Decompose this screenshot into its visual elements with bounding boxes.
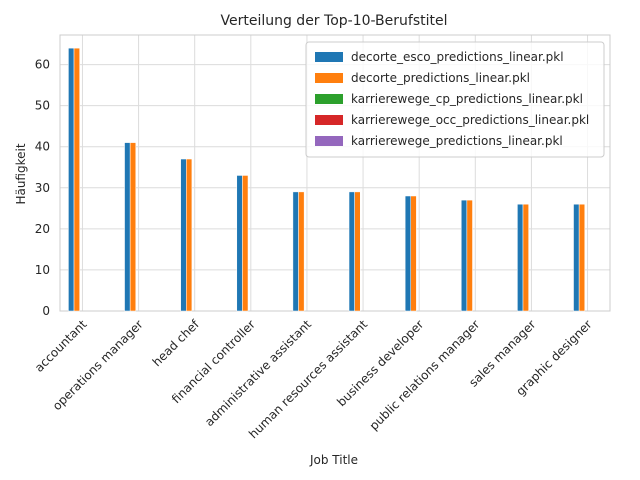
y-tick-label: 50 — [35, 99, 50, 113]
x-tick-label: human resources assistant — [246, 317, 370, 441]
plot-area — [59, 34, 611, 312]
bars-group — [68, 47, 585, 312]
legend-entry-label: karrierewege_cp_predictions_linear.pkl — [351, 92, 583, 106]
bar — [242, 175, 249, 312]
y-tick-label: 30 — [35, 181, 50, 195]
y-tick-label: 20 — [35, 222, 50, 236]
y-tick-label: 10 — [35, 263, 50, 277]
bar — [354, 191, 361, 312]
x-tick-label: administrative assistant — [202, 317, 314, 429]
legend-entry-label: decorte_esco_predictions_linear.pkl — [351, 50, 564, 64]
bar — [573, 203, 580, 312]
legend-swatch — [315, 52, 343, 62]
bar — [186, 158, 193, 312]
bar — [348, 191, 355, 312]
x-tick-label: head chef — [150, 317, 203, 370]
x-tick-label: accountant — [32, 317, 90, 375]
legend-swatch — [315, 73, 343, 83]
bar — [517, 203, 524, 312]
legend: decorte_esco_predictions_linear.pkldecor… — [305, 41, 605, 158]
bar — [124, 142, 131, 312]
bar — [461, 199, 468, 312]
legend-swatch — [315, 136, 343, 146]
legend-entry-label: karrierewege_predictions_linear.pkl — [351, 134, 563, 148]
x-axis-label: Job Title — [309, 453, 358, 467]
bar — [578, 203, 585, 312]
y-tick-label: 40 — [35, 140, 50, 154]
bar — [410, 195, 417, 312]
bar — [180, 158, 187, 312]
legend-box — [305, 41, 605, 158]
bar — [73, 47, 80, 312]
bar — [404, 195, 412, 312]
legend-entry-label: decorte_predictions_linear.pkl — [351, 71, 530, 85]
y-tick-label: 60 — [35, 58, 50, 72]
legend-entry-label: karrierewege_occ_predictions_linear.pkl — [351, 113, 589, 127]
bar — [129, 142, 137, 312]
bar — [236, 175, 243, 312]
bar — [522, 203, 529, 312]
legend-swatch — [315, 115, 343, 125]
y-tick-label: 0 — [42, 304, 50, 318]
y-tick-labels: 0 10 20 30 40 50 60 — [35, 58, 50, 318]
x-tick-label: public relations manager — [367, 317, 483, 433]
y-axis-label: Häufigkeit — [14, 143, 28, 204]
bar — [466, 199, 473, 312]
chart-title: Verteilung der Top-10-Berufstitel — [220, 13, 447, 29]
bar — [298, 191, 305, 312]
bar — [68, 47, 75, 312]
bar — [292, 191, 299, 312]
legend-swatch — [315, 94, 343, 104]
